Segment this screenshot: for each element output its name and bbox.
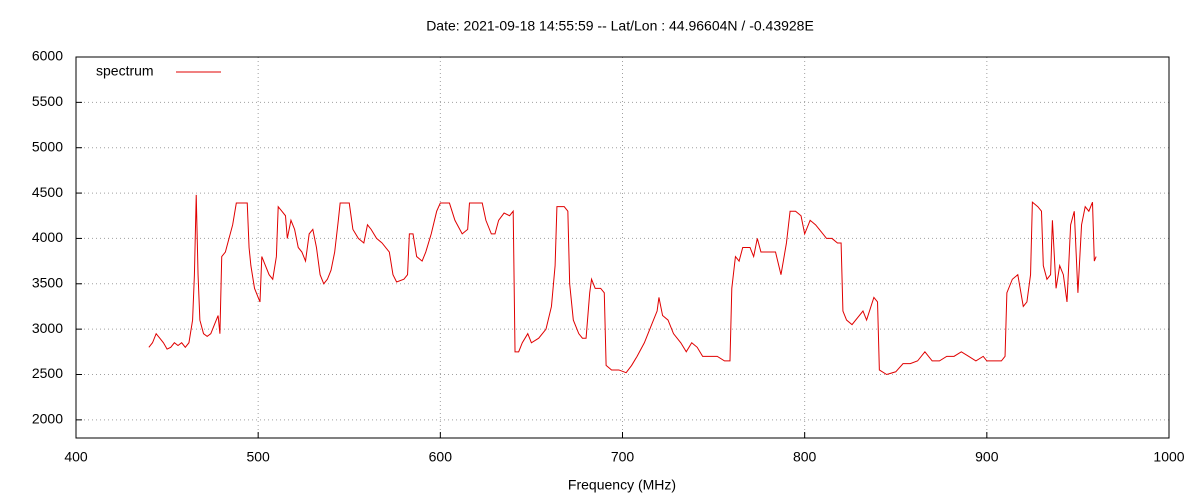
y-tick-label: 5500	[32, 93, 63, 109]
x-tick-label: 800	[793, 449, 817, 465]
x-tick-label: 1000	[1153, 449, 1184, 465]
y-tick-label: 2000	[32, 411, 63, 427]
x-tick-label: 400	[64, 449, 88, 465]
y-tick-label: 4500	[32, 184, 63, 200]
x-tick-label: 600	[429, 449, 453, 465]
spectrum-line	[148, 194, 1097, 376]
x-tick-label: 900	[975, 449, 999, 465]
plot-frame	[75, 56, 1170, 439]
legend-label: spectrum	[96, 63, 154, 79]
y-tick-label: 5000	[32, 138, 63, 154]
y-tick-label: 3500	[32, 274, 63, 290]
y-tick-label: 4000	[32, 229, 63, 245]
y-tick-label: 2500	[32, 365, 63, 381]
x-tick-label: 700	[611, 449, 635, 465]
y-tick-label: 6000	[32, 48, 63, 64]
x-tick-label: 500	[246, 449, 270, 465]
chart-title: Date: 2021-09-18 14:55:59 -- Lat/Lon : 4…	[426, 18, 814, 34]
y-tick-label: 3000	[32, 320, 63, 336]
x-axis-label: Frequency (MHz)	[568, 477, 676, 493]
